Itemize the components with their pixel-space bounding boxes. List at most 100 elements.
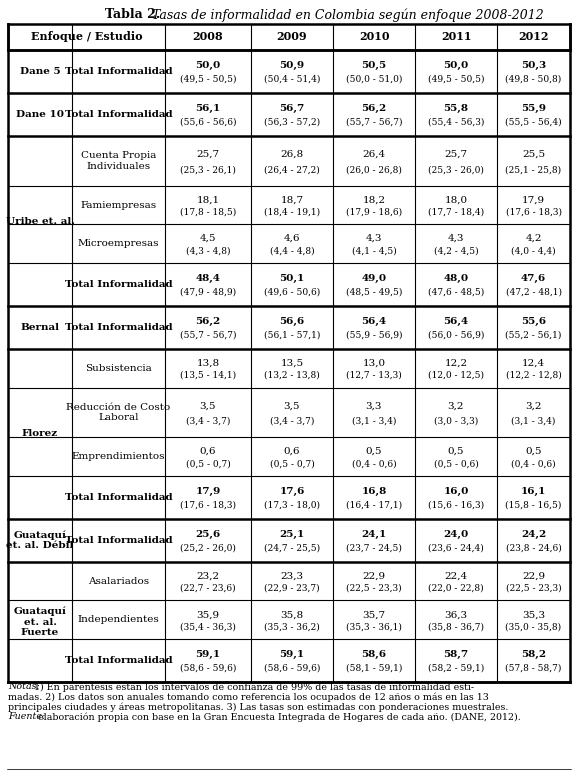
- Text: (17,9 - 18,6): (17,9 - 18,6): [346, 208, 402, 216]
- Text: (25,2 - 26,0): (25,2 - 26,0): [180, 544, 236, 553]
- Text: (49,6 - 50,6): (49,6 - 50,6): [264, 288, 320, 296]
- Text: 1) En paréntesis están los intervalos de confianza de 99% de las tasas de inform: 1) En paréntesis están los intervalos de…: [31, 682, 474, 691]
- Text: 50,3: 50,3: [521, 62, 546, 70]
- Text: 50,9: 50,9: [279, 62, 305, 70]
- Text: 2010: 2010: [359, 32, 389, 42]
- Text: (55,9 - 56,9): (55,9 - 56,9): [346, 331, 402, 340]
- Text: 49,0: 49,0: [361, 274, 387, 283]
- Text: 36,3: 36,3: [444, 610, 468, 619]
- Text: (56,1 - 57,1): (56,1 - 57,1): [264, 331, 320, 340]
- Text: 47,6: 47,6: [521, 274, 546, 283]
- Text: (0,5 - 0,6): (0,5 - 0,6): [434, 459, 479, 468]
- Text: 55,8: 55,8: [443, 105, 469, 113]
- Text: 56,2: 56,2: [361, 105, 387, 113]
- Text: (23,6 - 24,4): (23,6 - 24,4): [428, 544, 484, 553]
- Text: Microempresas: Microempresas: [78, 239, 160, 248]
- Text: Enfoque / Estudio: Enfoque / Estudio: [31, 32, 142, 42]
- Text: (55,7 - 56,7): (55,7 - 56,7): [346, 118, 402, 127]
- Text: 3,5: 3,5: [284, 401, 300, 410]
- Text: (35,8 - 36,7): (35,8 - 36,7): [428, 622, 484, 631]
- Text: (22,5 - 23,3): (22,5 - 23,3): [506, 584, 561, 593]
- Text: (3,1 - 3,4): (3,1 - 3,4): [352, 417, 396, 426]
- Text: (0,4 - 0,6): (0,4 - 0,6): [511, 459, 556, 468]
- Text: (57,8 - 58,7): (57,8 - 58,7): [505, 664, 562, 673]
- Text: 56,1: 56,1: [195, 105, 221, 113]
- Text: 3,2: 3,2: [525, 401, 542, 410]
- Text: (25,3 - 26,0): (25,3 - 26,0): [428, 166, 484, 175]
- Text: (23,8 - 24,6): (23,8 - 24,6): [506, 544, 561, 553]
- Text: 12,2: 12,2: [444, 359, 468, 368]
- Text: Total Informalidad: Total Informalidad: [65, 656, 172, 665]
- Text: 22,9: 22,9: [522, 571, 545, 581]
- Text: 25,6: 25,6: [195, 531, 221, 539]
- Text: principales ciudades y áreas metropolitanas. 3) Las tasas son estimadas con pond: principales ciudades y áreas metropolita…: [8, 702, 509, 711]
- Text: Uribe et. al.: Uribe et. al.: [6, 216, 75, 226]
- Text: 0,6: 0,6: [284, 447, 300, 456]
- Text: (35,3 - 36,1): (35,3 - 36,1): [346, 622, 402, 631]
- Text: 18,0: 18,0: [444, 196, 468, 205]
- Text: (47,6 - 48,5): (47,6 - 48,5): [428, 288, 484, 296]
- Text: (3,4 - 3,7): (3,4 - 3,7): [270, 417, 314, 426]
- Text: 22,4: 22,4: [444, 571, 468, 581]
- Text: 18,7: 18,7: [280, 196, 303, 205]
- Text: (17,8 - 18,5): (17,8 - 18,5): [180, 208, 236, 216]
- Text: 23,3: 23,3: [280, 571, 303, 581]
- Text: (17,6 - 18,3): (17,6 - 18,3): [180, 500, 236, 510]
- Text: Tasas de informalidad en Colombia según enfoque 2008-2012: Tasas de informalidad en Colombia según …: [148, 8, 544, 22]
- Text: (47,2 - 48,1): (47,2 - 48,1): [506, 288, 561, 296]
- Text: (49,5 - 50,5): (49,5 - 50,5): [428, 75, 484, 84]
- Text: 13,0: 13,0: [362, 359, 386, 368]
- Text: (35,0 - 35,8): (35,0 - 35,8): [505, 622, 562, 631]
- Text: (22,9 - 23,7): (22,9 - 23,7): [264, 584, 320, 593]
- Text: (13,5 - 14,1): (13,5 - 14,1): [180, 370, 236, 380]
- Text: 58,7: 58,7: [443, 651, 469, 659]
- Text: (3,4 - 3,7): (3,4 - 3,7): [186, 417, 230, 426]
- Text: (58,2 - 59,1): (58,2 - 59,1): [428, 664, 484, 673]
- Text: (4,1 - 4,5): (4,1 - 4,5): [351, 246, 397, 255]
- Text: (55,2 - 56,1): (55,2 - 56,1): [505, 331, 562, 340]
- Text: Notas:: Notas:: [8, 682, 40, 691]
- Text: (58,1 - 59,1): (58,1 - 59,1): [346, 664, 402, 673]
- Text: 35,9: 35,9: [197, 610, 220, 619]
- Text: 48,0: 48,0: [443, 274, 469, 283]
- Text: 16,1: 16,1: [521, 487, 546, 497]
- Text: 35,7: 35,7: [362, 610, 386, 619]
- Text: Subsistencia: Subsistencia: [85, 363, 152, 373]
- Text: 59,1: 59,1: [279, 651, 305, 659]
- Text: Famiempresas: Famiempresas: [80, 201, 157, 209]
- Text: 2009: 2009: [277, 32, 307, 42]
- Text: (49,8 - 50,8): (49,8 - 50,8): [505, 75, 562, 84]
- Text: 25,7: 25,7: [444, 150, 468, 159]
- Text: (55,5 - 56,4): (55,5 - 56,4): [505, 118, 562, 127]
- Text: (17,6 - 18,3): (17,6 - 18,3): [506, 208, 561, 216]
- Text: (22,0 - 22,8): (22,0 - 22,8): [428, 584, 484, 593]
- Text: 4,3: 4,3: [448, 234, 464, 243]
- Text: 55,6: 55,6: [521, 317, 546, 326]
- Text: 35,8: 35,8: [280, 610, 303, 619]
- Text: (50,4 - 51,4): (50,4 - 51,4): [264, 75, 320, 84]
- Text: (15,8 - 16,5): (15,8 - 16,5): [505, 500, 562, 510]
- Text: (0,4 - 0,6): (0,4 - 0,6): [351, 459, 397, 468]
- Text: 0,5: 0,5: [366, 447, 382, 456]
- Text: 23,2: 23,2: [197, 571, 220, 581]
- Text: 4,5: 4,5: [200, 234, 216, 243]
- Text: 56,4: 56,4: [361, 317, 387, 326]
- Text: (13,2 - 13,8): (13,2 - 13,8): [264, 370, 320, 380]
- Text: Cuenta Propia
Individuales: Cuenta Propia Individuales: [81, 151, 156, 171]
- Text: 58,6: 58,6: [361, 651, 387, 659]
- Text: (17,3 - 18,0): (17,3 - 18,0): [264, 500, 320, 510]
- Text: (12,0 - 12,5): (12,0 - 12,5): [428, 370, 484, 380]
- Text: (55,6 - 56,6): (55,6 - 56,6): [180, 118, 236, 127]
- Text: 59,1: 59,1: [195, 651, 221, 659]
- Text: 50,0: 50,0: [443, 62, 469, 70]
- Text: 26,4: 26,4: [362, 150, 386, 159]
- Text: 25,7: 25,7: [197, 150, 220, 159]
- Text: (58,6 - 59,6): (58,6 - 59,6): [264, 664, 320, 673]
- Text: Dane 5: Dane 5: [20, 67, 60, 76]
- Text: (58,6 - 59,6): (58,6 - 59,6): [180, 664, 236, 673]
- Text: (55,7 - 56,7): (55,7 - 56,7): [180, 331, 236, 340]
- Text: 17,9: 17,9: [195, 487, 221, 497]
- Text: (47,9 - 48,9): (47,9 - 48,9): [180, 288, 236, 296]
- Text: 24,0: 24,0: [443, 531, 469, 539]
- Text: Total Informalidad: Total Informalidad: [65, 110, 172, 119]
